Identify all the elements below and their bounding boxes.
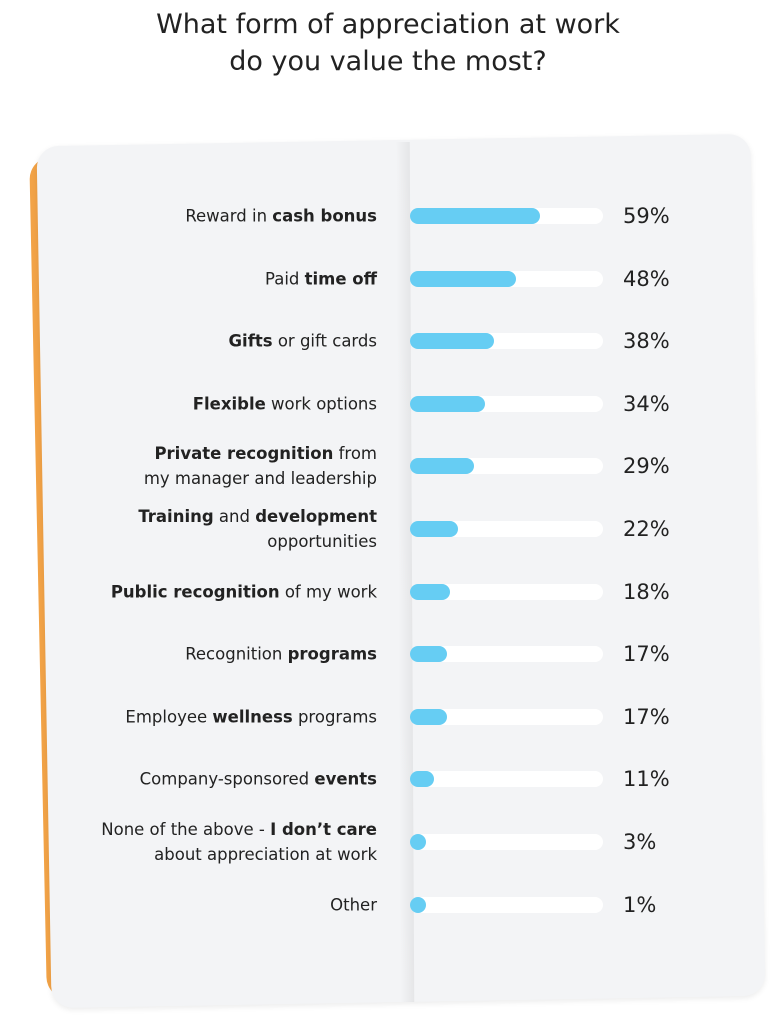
bar-track — [410, 521, 603, 537]
bar — [410, 458, 474, 475]
bar-track — [410, 583, 603, 600]
bar — [410, 771, 435, 788]
bar-track — [410, 771, 603, 788]
bar-track — [410, 270, 603, 287]
category-label: Other — [330, 895, 377, 915]
bar-row: Reward in cash bonus 59% — [0, 191, 776, 241]
bar — [410, 896, 426, 913]
value-label: 59% — [623, 204, 670, 228]
category-label: Company-sponsored events — [139, 769, 377, 789]
category-label: Gifts or gift cards — [228, 331, 378, 351]
bar-track — [410, 896, 603, 913]
category-label: Recognition programs — [185, 644, 377, 664]
bar-row: Public recognition of my work 18% — [0, 567, 776, 617]
bar — [410, 521, 459, 537]
bar-track — [410, 646, 603, 663]
category-label: Employee wellness programs — [125, 707, 377, 727]
title-line: do you value the most? — [229, 46, 547, 77]
bar — [410, 646, 448, 663]
bar — [410, 395, 485, 412]
category-label: Private recognition from my manager and l… — [143, 444, 377, 489]
category-label: Training and development opportunities — [138, 507, 377, 551]
bar-track — [410, 333, 603, 350]
value-label: 11% — [623, 767, 670, 792]
value-label: 34% — [623, 391, 670, 416]
category-label: Paid time off — [265, 269, 377, 289]
value-label: 38% — [623, 329, 670, 354]
bar-row: Other 1% — [0, 880, 776, 930]
value-label: 17% — [623, 704, 670, 729]
value-label: 17% — [623, 642, 670, 667]
value-label: 48% — [623, 266, 670, 291]
bar-row: Gifts or gift cards 38% — [0, 316, 776, 366]
bar — [410, 583, 450, 600]
category-label: Public recognition of my work — [110, 582, 377, 602]
bar — [410, 708, 448, 725]
bar-row: Private recognition from my manager and l… — [0, 441, 776, 491]
value-label: 22% — [623, 517, 670, 541]
bar-row: Paid time off 48% — [0, 254, 776, 304]
value-label: 3% — [623, 830, 657, 854]
bar — [410, 834, 426, 850]
category-label: Reward in cash bonus — [185, 206, 377, 226]
bar-row: Training and development opportunities 22% — [0, 504, 776, 554]
bar-track — [410, 834, 603, 850]
bar-track — [410, 208, 603, 224]
bar — [410, 333, 494, 350]
bar-row: Flexible work options 34% — [0, 379, 776, 429]
category-label: Flexible work options — [192, 394, 377, 414]
chart-title: What form of appreciation at work do you… — [0, 6, 776, 80]
bar-row: Company-sponsored events 11% — [0, 754, 776, 804]
bar-row: Employee wellness programs 17% — [0, 692, 776, 742]
value-label: 29% — [623, 454, 670, 479]
bar — [410, 208, 540, 224]
category-label: None of the above - I don’t care about ap… — [101, 820, 377, 864]
bar-track — [410, 395, 603, 412]
title-line: What form of appreciation at work — [156, 9, 620, 40]
value-label: 1% — [623, 892, 657, 917]
bar-row: None of the above - I don’t care about ap… — [0, 817, 776, 867]
bar-track — [410, 708, 603, 725]
bar — [410, 270, 516, 287]
bar-row: Recognition programs 17% — [0, 629, 776, 679]
bar-track — [410, 458, 603, 475]
value-label: 18% — [623, 579, 670, 604]
